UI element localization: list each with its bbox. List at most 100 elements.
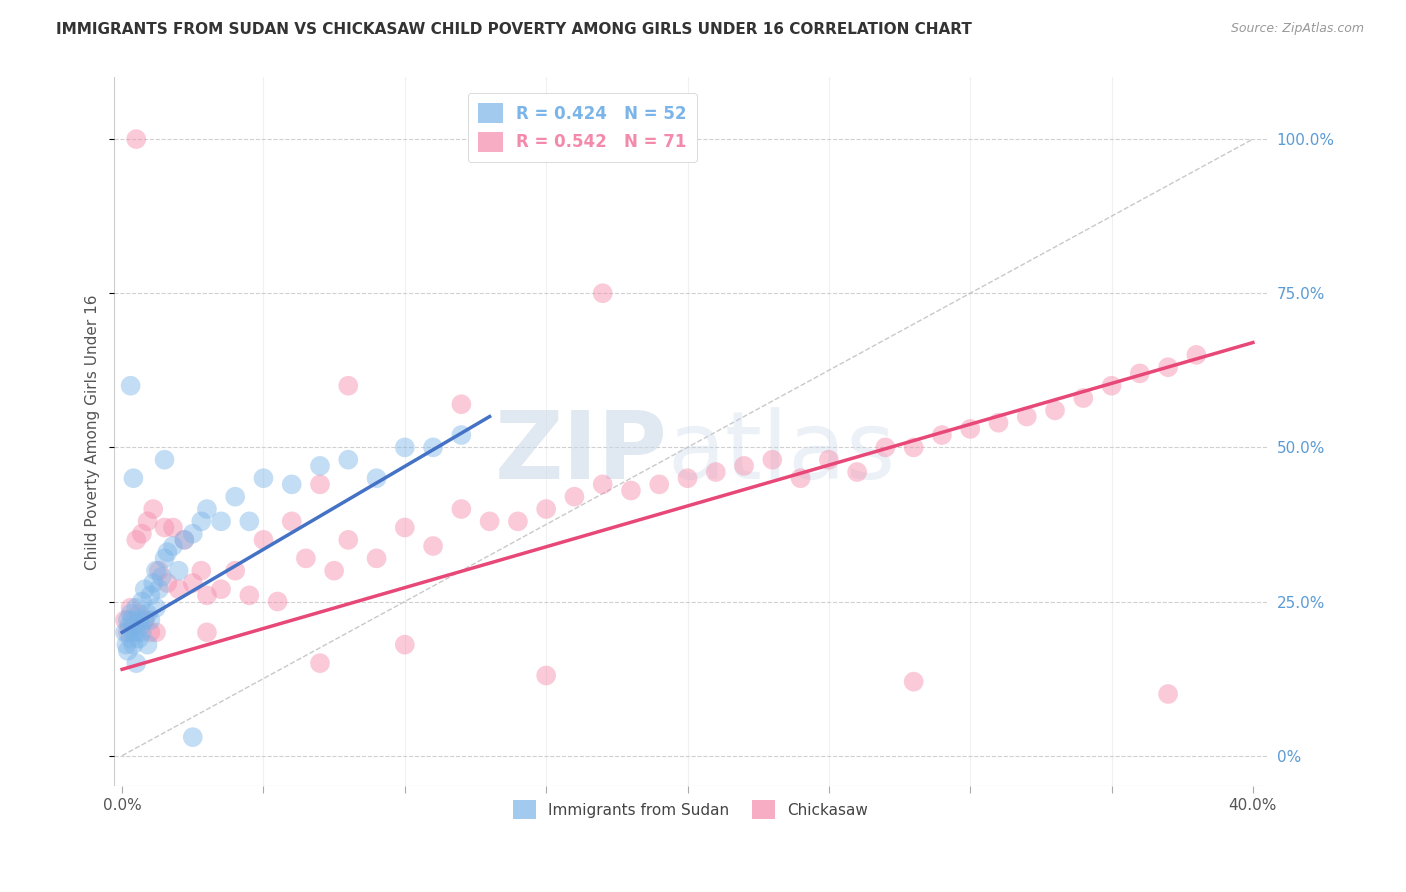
Point [323,564,346,578]
Point [142,502,165,516]
Point [959,422,981,436]
Point [145,625,167,640]
Point [145,564,167,578]
Point [506,514,529,528]
Point [592,286,614,301]
Point [1071,391,1094,405]
Point [148,564,170,578]
Point [145,600,167,615]
Point [1185,348,1208,362]
Point [704,465,727,479]
Point [394,638,416,652]
Point [789,471,811,485]
Point [534,668,557,682]
Point [733,458,755,473]
Point [125,625,148,640]
Point [309,458,332,473]
Point [131,526,153,541]
Point [125,600,148,615]
Point [422,441,444,455]
Point [129,619,152,633]
Point [181,730,204,744]
Point [422,539,444,553]
Point [173,533,195,547]
Point [128,607,150,621]
Point [142,576,165,591]
Point [818,452,841,467]
Point [125,132,148,146]
Point [134,582,156,597]
Text: atlas: atlas [668,408,896,500]
Point [120,632,142,646]
Point [153,520,176,534]
Point [903,674,925,689]
Point [114,613,136,627]
Point [122,619,145,633]
Point [238,588,260,602]
Point [534,502,557,516]
Point [136,514,159,528]
Point [394,520,416,534]
Point [117,613,139,627]
Point [195,588,218,602]
Point [295,551,318,566]
Point [1101,378,1123,392]
Text: IMMIGRANTS FROM SUDAN VS CHICKASAW CHILD POVERTY AMONG GIRLS UNDER 16 CORRELATIO: IMMIGRANTS FROM SUDAN VS CHICKASAW CHILD… [56,22,972,37]
Y-axis label: Child Poverty Among Girls Under 16: Child Poverty Among Girls Under 16 [86,294,100,570]
Point [131,594,153,608]
Point [167,582,190,597]
Legend: Immigrants from Sudan, Chickasaw: Immigrants from Sudan, Chickasaw [506,794,875,825]
Point [280,477,302,491]
Point [209,582,232,597]
Point [761,452,783,467]
Point [139,588,162,602]
Point [150,570,173,584]
Point [122,625,145,640]
Point [117,644,139,658]
Point [115,638,138,652]
Point [875,441,897,455]
Point [139,613,162,627]
Point [162,539,184,553]
Point [366,471,388,485]
Point [153,452,176,467]
Point [478,514,501,528]
Point [120,378,142,392]
Point [592,477,614,491]
Point [450,428,472,442]
Point [190,514,212,528]
Point [117,625,139,640]
Point [280,514,302,528]
Point [153,551,176,566]
Point [309,477,332,491]
Point [173,533,195,547]
Point [648,477,671,491]
Point [122,638,145,652]
Point [156,545,179,559]
Point [131,625,153,640]
Point [450,397,472,411]
Point [224,564,246,578]
Point [118,619,141,633]
Point [846,465,869,479]
Point [252,471,274,485]
Point [450,502,472,516]
Point [1157,360,1180,375]
Point [1043,403,1066,417]
Point [987,416,1010,430]
Point [224,490,246,504]
Point [337,452,360,467]
Point [337,533,360,547]
Point [122,471,145,485]
Point [366,551,388,566]
Point [620,483,643,498]
Point [162,520,184,534]
Point [190,564,212,578]
Point [156,576,179,591]
Point [1129,367,1152,381]
Point [252,533,274,547]
Point [195,502,218,516]
Text: Source: ZipAtlas.com: Source: ZipAtlas.com [1230,22,1364,36]
Point [903,441,925,455]
Point [931,428,953,442]
